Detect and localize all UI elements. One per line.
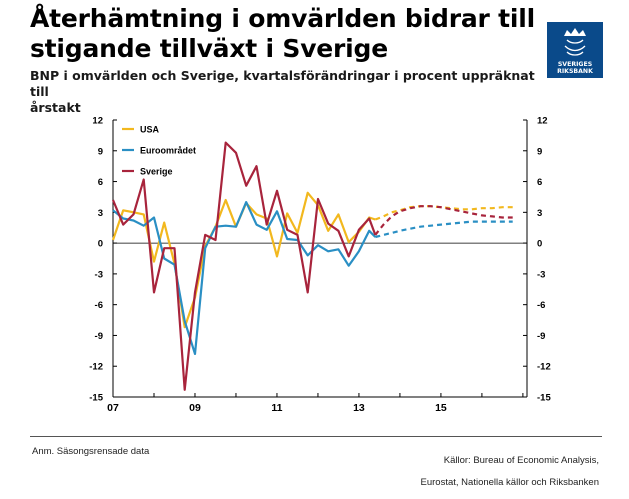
y-tick-label-right: 12 bbox=[537, 116, 548, 127]
legend-label-euroomr-det: Euroområdet bbox=[140, 146, 196, 156]
y-tick-label-right: 0 bbox=[537, 239, 542, 250]
x-tick-label: 15 bbox=[435, 402, 447, 414]
subtitle-line-1: BNP i omvärlden och Sverige, kvartalsför… bbox=[30, 68, 535, 99]
logo-text-2: RIKSBANK bbox=[557, 68, 593, 75]
footer-source-line-1: Källor: Bureau of Economic Analysis, bbox=[443, 455, 599, 466]
subtitle-line-2: årstakt bbox=[30, 100, 81, 115]
crown-icon: SVERIGES RIKSBANK bbox=[557, 28, 593, 75]
y-tick-label-left: 12 bbox=[92, 116, 103, 127]
y-tick-label-right: -6 bbox=[537, 300, 545, 311]
chart-series bbox=[111, 141, 513, 391]
series-line-sverige bbox=[111, 141, 377, 391]
x-tick-label: 07 bbox=[107, 402, 119, 414]
y-tick-label-left: 0 bbox=[98, 239, 103, 250]
chart-legend: USA Euroområdet Sverige bbox=[122, 125, 196, 177]
x-tick-label: 11 bbox=[271, 402, 282, 414]
chart-axes: 12 12 9 9 6 6 3 3 0 0 -3 -3 -6 -6 -9 -9 -12 -12 -15 -15 07 09… bbox=[89, 116, 551, 415]
series-forecast-euroomr-det bbox=[375, 220, 513, 239]
footer-source-line-2: Eurostat, Nationella källor och Riksbank… bbox=[420, 477, 599, 488]
series-line-usa bbox=[111, 191, 376, 329]
logo-text-1: SVERIGES bbox=[558, 61, 592, 68]
y-tick-label-left: -12 bbox=[89, 362, 103, 373]
y-tick-label-left: -3 bbox=[95, 269, 103, 280]
y-tick-label-right: -3 bbox=[537, 269, 545, 280]
y-tick-label-left: 9 bbox=[98, 146, 103, 157]
y-tick-label-right: -9 bbox=[537, 331, 545, 342]
y-tick-label-right: 6 bbox=[537, 177, 542, 188]
legend-label-sverige: Sverige bbox=[140, 167, 173, 177]
x-tick-label: 09 bbox=[189, 402, 201, 414]
chart-subtitle: BNP i omvärlden och Sverige, kvartalsför… bbox=[30, 68, 550, 116]
y-tick-label-right: -15 bbox=[537, 393, 551, 404]
y-tick-label-left: -15 bbox=[89, 393, 103, 404]
riksbank-logo: SVERIGES RIKSBANK bbox=[547, 22, 603, 78]
line-chart: 12 12 9 9 6 6 3 3 0 0 -3 -3 -6 -6 -9 -9 -12 -12 -15 -15 07 09… bbox=[89, 116, 551, 415]
series-forecast-sverige bbox=[374, 205, 513, 236]
title-line-2: stigande tillväxt i Sverige bbox=[30, 34, 389, 63]
y-tick-label-left: -9 bbox=[95, 331, 103, 342]
y-tick-label-left: -6 bbox=[95, 300, 103, 311]
chart-title: Återhämtning i omvärlden bidrar till sti… bbox=[30, 4, 540, 64]
series-line-euroomr-det bbox=[112, 201, 377, 355]
y-tick-label-right: -12 bbox=[537, 362, 551, 373]
y-tick-label-left: 3 bbox=[98, 208, 103, 219]
footer-divider bbox=[30, 436, 602, 437]
footer-note: Anm. Säsongsrensade data bbox=[32, 446, 150, 457]
y-tick-label-left: 6 bbox=[98, 177, 103, 188]
title-line-1: Återhämtning i omvärlden bidrar till bbox=[30, 4, 535, 33]
y-tick-label-right: 3 bbox=[537, 208, 542, 219]
legend-label-usa: USA bbox=[140, 125, 160, 135]
y-tick-label-right: 9 bbox=[537, 146, 542, 157]
x-tick-label: 13 bbox=[353, 402, 365, 414]
